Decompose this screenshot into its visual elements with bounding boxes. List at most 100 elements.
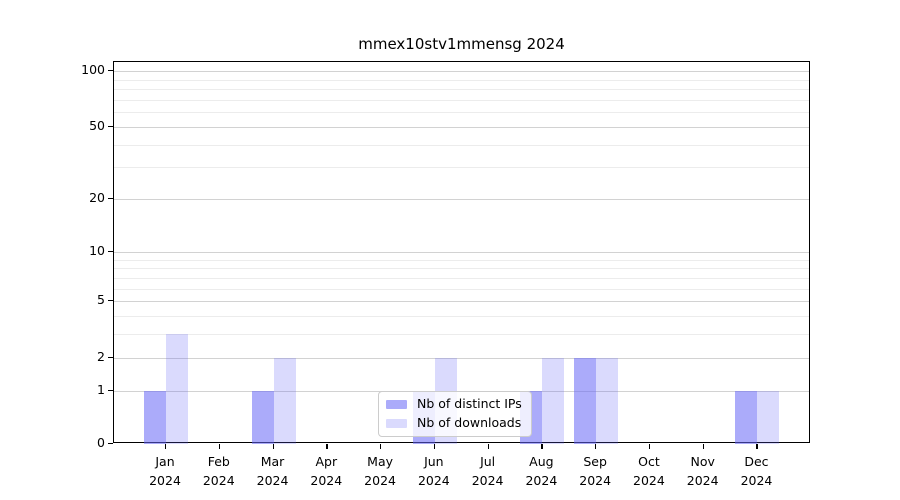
y-axis-tick: [108, 198, 113, 200]
legend-item: Nb of downloads: [386, 415, 522, 431]
chart-title: mmex10stv1mmensg 2024: [358, 35, 565, 53]
y-tick-label: 50: [89, 117, 105, 133]
x-tick-label: May 2024: [348, 452, 412, 490]
gridline-minor: [114, 259, 809, 261]
x-tick-year: 2024: [310, 473, 343, 488]
gridline-minor: [114, 315, 809, 317]
legend-swatch-downloads: [386, 418, 407, 428]
x-tick-year: 2024: [525, 473, 558, 488]
x-axis-tick: [272, 444, 274, 449]
gridline-major: [114, 126, 809, 128]
bar-nb-of-downloads-sep: [596, 357, 619, 444]
x-tick-month: Oct: [638, 454, 660, 469]
bar-nb-of-distinct-ips-jan: [144, 390, 166, 444]
x-tick-month: Feb: [207, 454, 230, 469]
legend-label: Nb of distinct IPs: [417, 396, 522, 411]
x-tick-month: Apr: [315, 454, 338, 469]
x-tick-month: Aug: [529, 454, 554, 469]
bar-nb-of-downloads-jan: [166, 334, 188, 444]
x-tick-label: Nov 2024: [671, 452, 735, 490]
x-tick-label: Jul 2024: [456, 452, 520, 490]
x-tick-year: 2024: [256, 473, 289, 488]
x-axis-tick: [541, 444, 543, 449]
y-axis-tick: [108, 125, 113, 128]
y-axis-tick: [108, 356, 113, 358]
bar-nb-of-distinct-ips-mar: [251, 390, 274, 444]
x-tick-month: Nov: [690, 454, 715, 469]
y-tick-label: 5: [97, 292, 105, 308]
gridline-major: [114, 301, 809, 303]
y-tick-label: 100: [81, 62, 105, 78]
x-tick-month: Mar: [260, 454, 285, 469]
y-tick-label: 10: [89, 242, 105, 258]
gridline-minor: [114, 112, 809, 114]
gridline-minor: [114, 144, 809, 146]
x-axis-tick: [487, 444, 489, 449]
bar-nb-of-downloads-mar: [273, 357, 296, 444]
plot-area: [113, 61, 810, 444]
gridline-minor: [114, 89, 809, 91]
x-tick-month: Jan: [155, 454, 175, 469]
x-tick-month: Jul: [480, 454, 496, 469]
gridline-minor: [114, 277, 809, 279]
gridline-minor: [114, 268, 809, 270]
x-tick-label: Mar 2024: [241, 452, 305, 490]
x-tick-year: 2024: [471, 473, 504, 488]
x-tick-year: 2024: [686, 473, 719, 488]
x-tick-year: 2024: [579, 473, 612, 488]
y-axis-tick: [108, 389, 113, 391]
bar-nb-of-downloads-aug: [542, 357, 565, 444]
x-tick-year: 2024: [740, 473, 773, 488]
x-axis-tick: [595, 444, 597, 449]
y-tick-label: 2: [97, 348, 105, 364]
x-axis-tick: [433, 444, 436, 449]
x-tick-label: Oct 2024: [617, 452, 681, 490]
y-axis-tick: [108, 443, 113, 445]
gridline-major: [114, 71, 809, 73]
y-axis-tick: [108, 250, 113, 253]
x-tick-year: 2024: [417, 473, 450, 488]
x-axis-tick: [326, 444, 328, 449]
gridline-major: [114, 199, 809, 201]
legend-swatch-distinct-ips: [386, 399, 407, 409]
x-tick-label: Apr 2024: [294, 452, 358, 490]
legend-label: Nb of downloads: [417, 415, 522, 430]
x-axis-tick: [648, 444, 651, 449]
gridline-minor: [114, 167, 809, 169]
legend-item: Nb of distinct IPs: [386, 396, 522, 412]
x-tick-label: Sep 2024: [563, 452, 627, 490]
x-tick-month: Sep: [583, 454, 607, 469]
y-axis-tick: [108, 300, 113, 302]
x-axis-tick: [702, 444, 704, 449]
x-tick-month: May: [367, 454, 393, 469]
gridline-major: [114, 251, 809, 253]
y-tick-label: 1: [97, 381, 105, 397]
x-tick-year: 2024: [149, 473, 181, 488]
x-tick-label: Dec 2024: [724, 452, 788, 490]
x-tick-label: Feb 2024: [187, 452, 251, 490]
x-axis-tick: [380, 444, 382, 449]
gridline-minor: [114, 99, 809, 101]
x-axis-tick: [756, 444, 758, 449]
bar-nb-of-distinct-ips-dec: [735, 390, 758, 444]
bar-nb-of-downloads-dec: [757, 390, 780, 444]
bar-nb-of-distinct-ips-sep: [574, 357, 597, 444]
x-axis-tick: [218, 444, 221, 449]
y-axis-tick: [108, 70, 113, 72]
y-tick-label: 0: [97, 435, 105, 450]
gridline-minor: [114, 288, 809, 290]
x-tick-year: 2024: [633, 473, 665, 488]
x-tick-label: Jun 2024: [402, 452, 466, 490]
gridline-minor: [114, 334, 809, 336]
x-tick-label: Jan 2024: [133, 452, 197, 490]
x-axis-tick: [165, 444, 167, 449]
x-tick-year: 2024: [364, 473, 396, 488]
legend: Nb of distinct IPs Nb of downloads: [378, 391, 532, 437]
x-tick-month: Dec: [744, 454, 769, 469]
gridline-minor: [114, 79, 809, 81]
gridline-major: [114, 357, 809, 359]
x-tick-month: Jun: [424, 454, 444, 469]
x-tick-label: Aug 2024: [509, 452, 573, 490]
x-tick-year: 2024: [202, 473, 235, 488]
